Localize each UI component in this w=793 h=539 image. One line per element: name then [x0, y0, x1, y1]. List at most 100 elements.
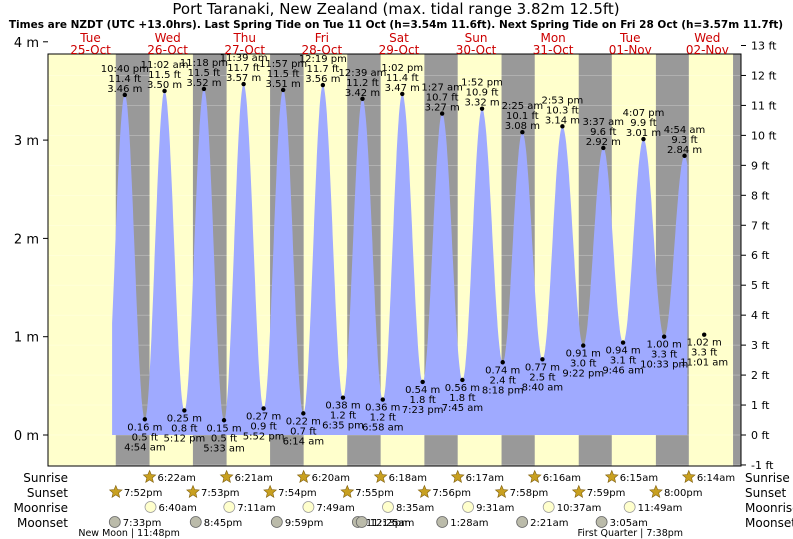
low-tide-feet: 3.3 ft [691, 348, 717, 359]
right-tick-label: 3 ft [751, 339, 770, 352]
sunrise-row-label: Sunrise [23, 471, 68, 485]
low-tide-metres: 0.15 m [206, 423, 241, 434]
sunrise-time: 6:17am [466, 473, 504, 484]
low-tide-time: 7:45 am [442, 403, 484, 414]
moonset-icon [355, 516, 368, 528]
moonrise-row-label: Moonrise [13, 501, 68, 515]
axes: 0 m 1 m 2 m 3 m 4 m -1 ft 0 ft 1 ft 2 ft 3 ft 4 ft… [14, 36, 777, 472]
high-tide-feet: 11.4 ft [108, 74, 141, 85]
low-tide-metres: 0.74 m [485, 365, 520, 376]
day-band [48, 54, 116, 466]
sun-icon [571, 484, 586, 498]
moonrise-time: 9:31am [476, 503, 514, 514]
chart-title: Port Taranaki, New Zealand (max. tidal r… [172, 0, 619, 18]
right-tick-label: 10 ft [751, 129, 777, 142]
low-tide-point [540, 357, 545, 362]
high-tide-feet: 11.7 ft [227, 63, 260, 74]
low-tide-metres: 0.27 m [246, 411, 281, 422]
day-date: 29-Oct [379, 43, 420, 57]
moonset-time: 2:21am [530, 518, 568, 529]
sun-moon-rows: Sunrise Sunrise 6:22am 6:21am 6:20am 6:18am 6:… [13, 469, 793, 539]
high-tide-feet: 10.7 ft [426, 93, 459, 104]
high-tide-time: 4:07 pm [623, 108, 665, 119]
low-tide-time: 11:01 am [680, 358, 728, 369]
right-tick-label: 5 ft [751, 279, 770, 292]
sunset-row-label: Sunset [27, 486, 68, 500]
low-tide-time: 6:35 pm [322, 421, 364, 432]
high-tide-metres: 3.47 m [385, 83, 420, 94]
sun-icon [649, 484, 663, 498]
low-tide-point [182, 408, 187, 413]
sun-icon [108, 484, 123, 498]
day-date: 01-Nov [609, 43, 652, 57]
tide-curve [112, 84, 688, 435]
sun-icon [527, 469, 542, 483]
sunrise-time: 6:20am [312, 473, 350, 484]
low-tide-metres: 0.36 m [365, 403, 400, 414]
day-name: Mon [540, 31, 565, 45]
low-tide-metres: 0.77 m [525, 362, 560, 373]
day-date: 30-Oct [456, 43, 497, 57]
high-tide-metres: 3.14 m [545, 115, 580, 126]
moonrise-icon [223, 501, 236, 513]
moonrise-time: 6:40am [159, 503, 197, 514]
sun-icon [186, 484, 200, 498]
moonset-icon [436, 516, 449, 528]
sun-icon [604, 469, 619, 483]
high-tide-feet: 11.2 ft [346, 78, 379, 89]
low-tide-feet: 1.2 ft [370, 413, 396, 424]
high-tide-metres: 3.08 m [505, 121, 540, 132]
high-tide-metres: 3.56 m [305, 74, 340, 85]
high-tide-metres: 2.84 m [667, 145, 702, 156]
moonrise-icon [144, 501, 157, 513]
low-tide-time: 7:23 pm [402, 405, 444, 416]
high-tide-time: 3:37 am [583, 117, 625, 128]
moon-phase-first-quarter: First Quarter | 7:38pm [577, 528, 683, 539]
high-tide-feet: 10.1 ft [506, 111, 539, 122]
moonset-time: 9:59pm [285, 518, 324, 529]
sun-icon [340, 484, 355, 498]
high-tide-point [360, 96, 365, 102]
day-name: Tue [619, 31, 641, 45]
sunset-time: 8:00pm [664, 488, 703, 499]
high-tide-feet: 9.3 ft [671, 135, 697, 146]
high-tide-time: 2:53 pm [542, 95, 584, 106]
right-tick-label: 1 ft [751, 399, 770, 412]
moonrise-icon [382, 501, 394, 513]
moonset-time: 3:05am [610, 518, 648, 529]
right-tick-label: 9 ft [751, 159, 770, 172]
high-tide-feet: 10.9 ft [466, 88, 499, 99]
high-tide-time: 1:52 pm [461, 78, 503, 89]
high-tide-metres: 3.51 m [266, 79, 301, 90]
low-tide-time: 8:40 am [522, 382, 564, 393]
low-tide-time: 8:18 pm [482, 385, 524, 396]
low-tide-feet: 3.3 ft [651, 350, 677, 361]
moonrise-time: 7:11am [237, 503, 275, 514]
sun-icon [296, 469, 311, 483]
low-tide-feet: 2.4 ft [490, 375, 516, 386]
high-tide-time: 2:25 am [502, 101, 544, 112]
high-tide-feet: 11.4 ft [386, 73, 419, 84]
low-tide-time: 5:33 am [203, 443, 245, 454]
left-tick-label: 0 m [14, 429, 39, 444]
high-tide-point [400, 91, 405, 97]
high-tide-point [241, 81, 246, 87]
high-tide-feet: 11.7 ft [307, 64, 340, 75]
low-tide-metres: 0.16 m [127, 422, 162, 433]
high-tide-metres: 3.01 m [626, 128, 661, 139]
day-band [688, 54, 734, 466]
left-tick-label: 1 m [14, 331, 39, 346]
low-tide-point [500, 360, 505, 365]
low-tide-feet: 1.8 ft [449, 393, 475, 404]
high-tide-point [320, 82, 326, 88]
low-tide-feet: 0.9 ft [250, 421, 276, 432]
low-tide-feet: 2.5 ft [529, 372, 555, 383]
high-tide-time: 11:18 pm [180, 58, 228, 69]
high-tide-metres: 2.92 m [586, 137, 621, 148]
sunrise-time: 6:21am [235, 473, 273, 484]
sun-icon [219, 469, 234, 483]
day-name: Fri [315, 31, 329, 45]
moonrise-icon [462, 501, 474, 513]
low-tide-point [661, 334, 667, 339]
low-tide-point [142, 417, 148, 422]
